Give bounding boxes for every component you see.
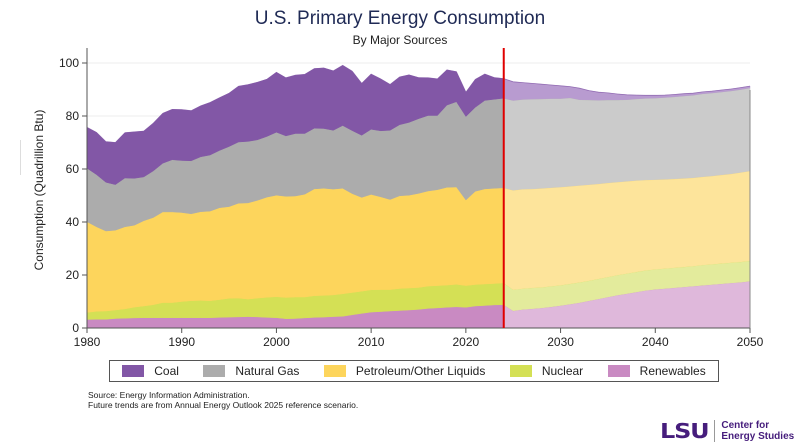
y-tick-label: 0 — [72, 321, 79, 335]
x-tick-label: 2000 — [263, 335, 290, 349]
source-line-2: Future trends are from Annual Energy Out… — [88, 400, 359, 410]
x-tick-label: 2030 — [547, 335, 574, 349]
y-axis-label: Consumption (Quadrillion Btu) — [32, 110, 46, 271]
legend-item-nuclear: Nuclear — [509, 364, 584, 378]
logo-separator — [714, 420, 716, 442]
y-tick-label: 100 — [59, 56, 79, 70]
legend-swatch — [323, 365, 346, 377]
source-line-1: Source: Energy Information Administratio… — [88, 390, 250, 400]
edge-divider — [20, 140, 21, 175]
logo-line-2: Energy Studies — [721, 431, 795, 442]
x-tick-label: 2020 — [453, 335, 480, 349]
legend-label: Coal — [154, 364, 179, 378]
x-tick-label: 2040 — [642, 335, 669, 349]
y-tick-label: 80 — [66, 109, 80, 123]
legend-swatch — [509, 365, 532, 377]
legend-item-renewables: Renewables — [607, 364, 706, 378]
edge-coal — [86, 64, 751, 143]
x-tick-label: 1980 — [74, 335, 101, 349]
x-ticks: 1980 1990 2000 2010 2020 2030 2040 2050 — [74, 328, 764, 349]
x-tick-label: 2050 — [737, 335, 764, 349]
x-tick-label: 1990 — [168, 335, 195, 349]
legend-label: Renewables — [639, 364, 706, 378]
legend-swatch — [203, 365, 226, 377]
chart-subtitle: By Major Sources — [352, 33, 448, 47]
legend-item-coal: Coal — [122, 364, 179, 378]
logo-line-1: Center for — [721, 420, 770, 431]
legend-swatch — [607, 365, 630, 377]
y-tick-label: 20 — [66, 268, 80, 282]
legend-item-natural-gas: Natural Gas — [203, 364, 299, 378]
y-tick-label: 40 — [66, 215, 80, 229]
lsu-logo-mark: LSU — [660, 419, 710, 443]
legend-item-petroleum-other-liquids: Petroleum/Other Liquids — [323, 364, 486, 378]
legend-label: Petroleum/Other Liquids — [355, 364, 486, 378]
area-layers — [86, 64, 751, 329]
legend: Coal Natural Gas Petroleum/Other Liquids Nu… — [109, 360, 719, 382]
legend-label: Natural Gas — [235, 364, 300, 378]
logo-text: Center for Energy Studies — [721, 420, 794, 442]
legend-swatch — [122, 365, 145, 377]
legend-label: Nuclear — [541, 364, 584, 378]
axes — [86, 48, 751, 329]
source-note: Source: Energy Information Administratio… — [88, 390, 358, 410]
x-tick-label: 2010 — [358, 335, 385, 349]
chart-title: U.S. Primary Energy Consumption — [254, 8, 546, 29]
lsu-logo: LSU Center for Energy Studies — [660, 419, 794, 443]
area-natural-gas-projection — [503, 87, 751, 191]
y-ticks: 0 20 40 60 80 100 — [59, 56, 87, 335]
y-tick-label: 60 — [66, 162, 80, 176]
